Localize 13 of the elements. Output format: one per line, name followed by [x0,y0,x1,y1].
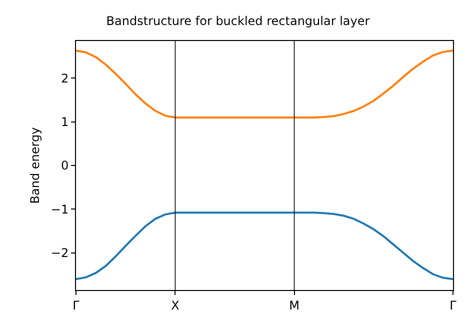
y-tick-label: 0 [60,158,69,173]
y-tick-label: 2 [60,71,69,86]
y-tick-label: −2 [50,246,69,260]
line-series [76,212,453,280]
y-tick-label: 1 [60,115,69,130]
x-tick-label: Γ [72,298,80,312]
x-tick-label: M [289,298,300,312]
x-tick-label: X [171,298,180,312]
x-tick-label: Γ [450,298,457,312]
y-tick-label: −1 [50,202,69,216]
y-axis-title: Band energy [28,127,42,204]
chart-title: Bandstructure for buckled rectangular layer [106,14,370,28]
line-series [76,50,453,118]
